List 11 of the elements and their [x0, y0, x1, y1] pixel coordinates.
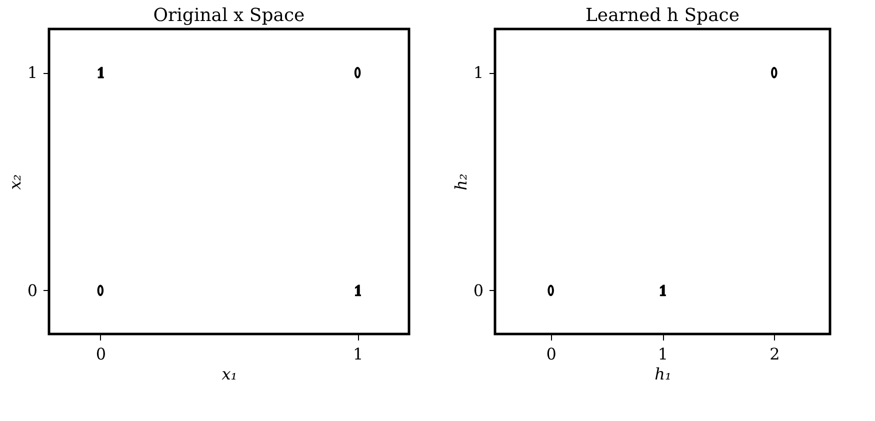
x-tick-label: 0 — [96, 344, 106, 364]
chart-title: Learned h Space — [585, 5, 740, 26]
x-tick-label: 1 — [352, 344, 364, 364]
x-tick-label: 0 — [546, 344, 556, 364]
y-axis-title: x₂ — [5, 174, 24, 190]
x-axis-title: h₁ — [654, 364, 672, 384]
x-axis-title: x₁ — [222, 364, 238, 384]
chart-title: Original x Space — [153, 5, 305, 26]
y-axis-title: h₂ — [451, 174, 470, 190]
x-tick-label: 1 — [658, 344, 668, 364]
x-tick-label: 2 — [770, 344, 780, 364]
